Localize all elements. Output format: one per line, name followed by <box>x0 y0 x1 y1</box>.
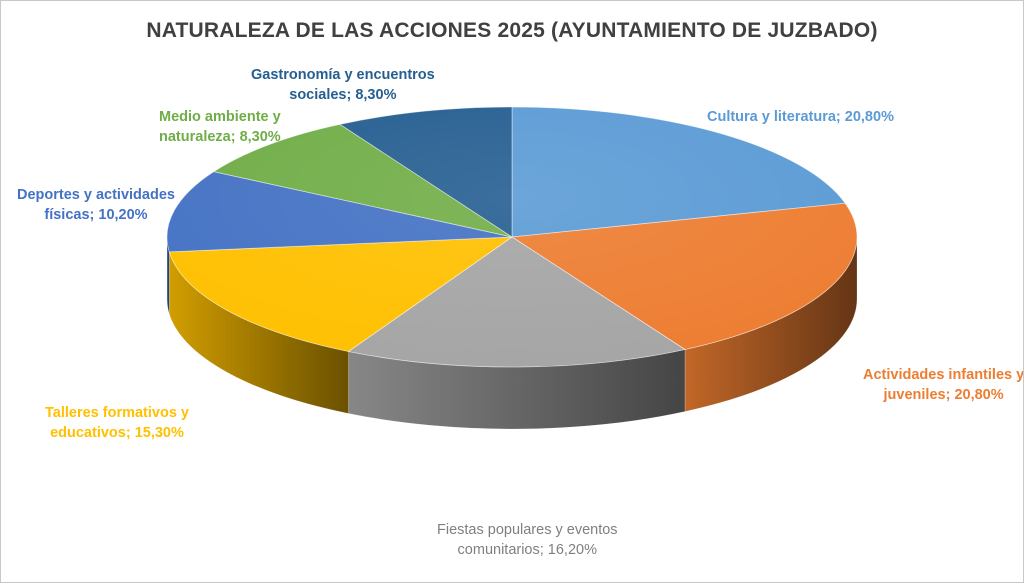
data-label-line: Actividades infantiles y <box>863 367 1024 383</box>
data-label-line: Talleres formativos y <box>45 405 189 421</box>
data-label-line: Fiestas populares y eventos <box>437 522 618 538</box>
data-label-line: educativos; 15,30% <box>50 425 184 441</box>
data-label-line: Gastronomía y encuentros <box>251 67 435 83</box>
chart-title: NATURALEZA DE LAS ACCIONES 2025 (AYUNTAM… <box>146 19 878 42</box>
data-label-line: Deportes y actividades <box>17 187 175 203</box>
data-label-line: naturaleza; 8,30% <box>159 129 281 145</box>
pie-top-highlight <box>167 107 857 367</box>
data-label-actividades-infantiles-y-juveniles: Actividades infantiles y juveniles; 20,80… <box>863 365 1024 405</box>
data-label-gastronomia-y-encuentros-sociales: Gastronomía y encuentros sociales; 8,30% <box>251 65 435 105</box>
data-label-line: físicas; 10,20% <box>44 207 148 223</box>
data-label-line: juveniles; 20,80% <box>883 387 1004 403</box>
data-label-medio-ambiente-y-naturaleza: Medio ambiente y naturaleza; 8,30% <box>159 107 281 147</box>
data-label-line: Cultura y literatura; 20,80% <box>707 109 894 125</box>
data-label-cultura-y-literatura: Cultura y literatura; 20,80% <box>707 107 894 127</box>
data-label-deportes-y-actividades-fisicas: Deportes y actividades físicas; 10,20% <box>17 185 175 225</box>
data-label-line: sociales; 8,30% <box>289 87 397 103</box>
data-label-fiestas-populares-y-eventos-comunitarios: Fiestas populares y eventos comunitarios;… <box>437 520 618 560</box>
data-label-talleres-formativos-y-educativos: Talleres formativos y educativos; 15,30% <box>45 403 189 443</box>
data-label-line: comunitarios; 16,20% <box>457 542 597 558</box>
data-label-line: Medio ambiente y <box>159 109 281 125</box>
